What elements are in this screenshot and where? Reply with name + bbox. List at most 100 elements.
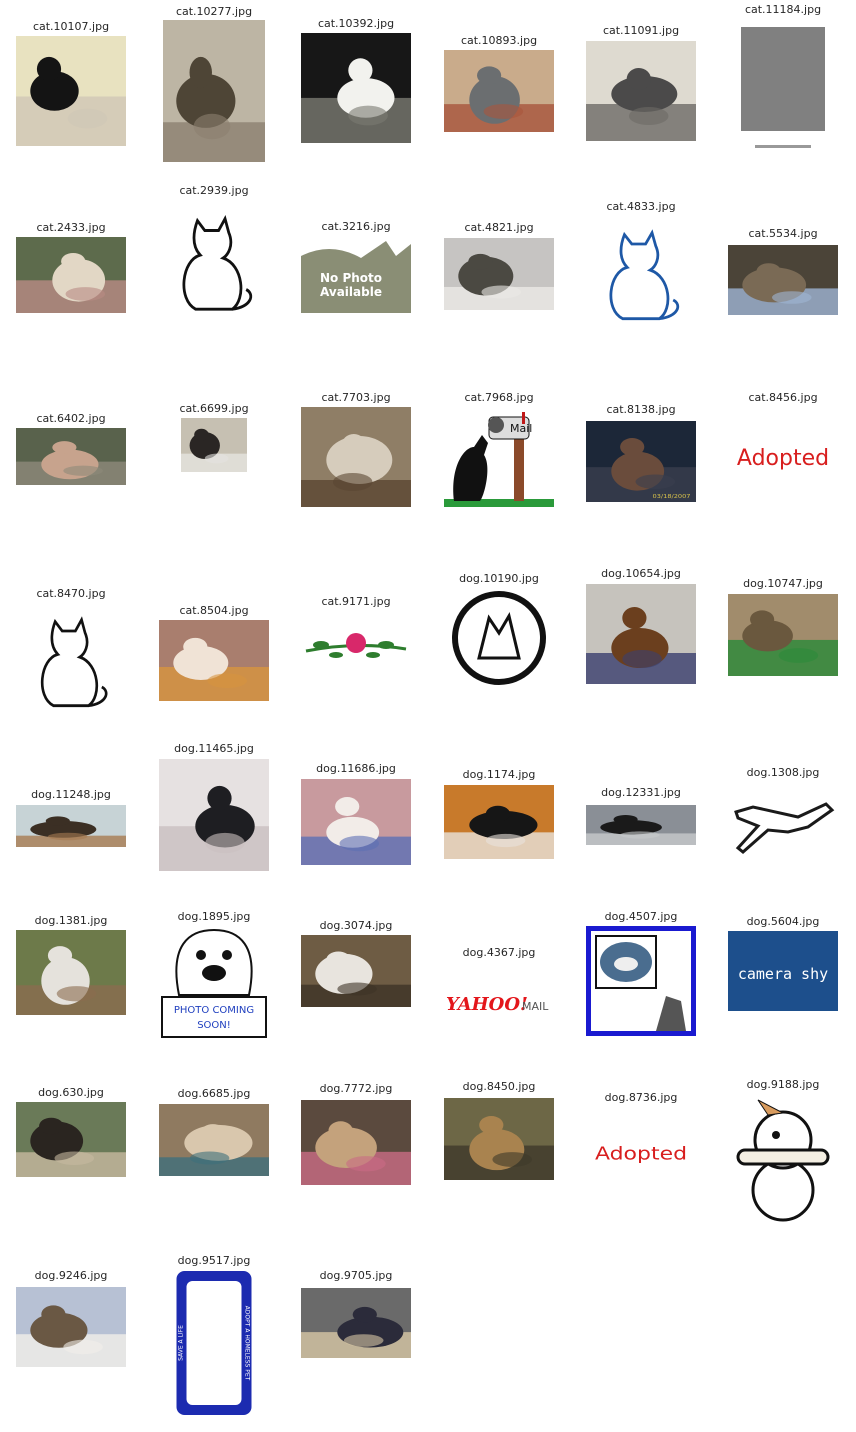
dog-image: SAVE A LIFE ADOPT A HOMELESS PET bbox=[176, 1271, 252, 1415]
image-caption: cat.10107.jpg bbox=[32, 20, 110, 33]
cat-image bbox=[444, 238, 554, 310]
image-cell: cat.6402.jpg bbox=[0, 363, 142, 541]
image-caption: dog.11248.jpg bbox=[31, 788, 111, 801]
cat-image bbox=[16, 36, 126, 146]
image-caption: dog.10654.jpg bbox=[601, 567, 681, 580]
dog-image bbox=[301, 779, 411, 865]
image-caption: dog.7772.jpg bbox=[319, 1082, 393, 1095]
image-caption: dog.12331.jpg bbox=[601, 786, 681, 799]
svg-text:SAVE A LIFE: SAVE A LIFE bbox=[178, 1325, 185, 1361]
image-caption: dog.10190.jpg bbox=[459, 572, 539, 585]
image-cell: cat.8138.jpg 03/18/2007 bbox=[570, 363, 712, 541]
photo-art bbox=[159, 620, 269, 701]
image-cell: dog.11248.jpg bbox=[0, 726, 142, 904]
dog-image bbox=[444, 588, 554, 688]
svg-text:Adopted: Adopted bbox=[737, 446, 829, 471]
dog-image: camera shy bbox=[728, 931, 838, 1011]
svg-text:YAHOO!: YAHOO! bbox=[446, 994, 528, 1015]
photo-art bbox=[728, 594, 838, 676]
cat-image bbox=[27, 603, 115, 715]
image-cell: dog.6685.jpg bbox=[143, 1077, 285, 1255]
photo-art bbox=[16, 1287, 126, 1367]
image-cell: dog.1895.jpg PHOTO COMING SOON! bbox=[143, 906, 285, 1084]
svg-text:No Photo: No Photo bbox=[320, 271, 382, 285]
image-cell: cat.8504.jpg bbox=[143, 543, 285, 721]
svg-text:camera shy: camera shy bbox=[738, 965, 828, 983]
image-caption: dog.10747.jpg bbox=[743, 577, 823, 590]
image-cell: dog.11686.jpg bbox=[285, 726, 427, 904]
photo-art bbox=[163, 20, 265, 162]
image-cell: dog.630.jpg bbox=[0, 1077, 142, 1255]
image-caption: cat.10893.jpg bbox=[460, 34, 538, 47]
image-cell: dog.3074.jpg bbox=[285, 906, 427, 1084]
image-cell: cat.5534.jpg bbox=[712, 181, 854, 359]
image-caption: cat.6699.jpg bbox=[179, 402, 249, 415]
image-cell: cat.8470.jpg bbox=[0, 543, 142, 721]
photo-art bbox=[181, 418, 247, 472]
image-cell: cat.9171.jpg bbox=[285, 543, 427, 721]
photo-art bbox=[159, 1104, 269, 1176]
photo-art bbox=[16, 1102, 126, 1177]
image-caption: cat.8470.jpg bbox=[36, 587, 106, 600]
cat-image bbox=[301, 33, 411, 143]
image-cell: dog.7772.jpg bbox=[285, 1077, 427, 1255]
image-cell: dog.8736.jpg Adopted bbox=[570, 1077, 712, 1255]
image-cell: dog.1174.jpg bbox=[428, 726, 570, 904]
dog-image: PHOTO COMING SOON! bbox=[159, 925, 269, 1045]
image-caption: cat.4833.jpg bbox=[606, 200, 676, 213]
dog-image bbox=[586, 584, 696, 684]
image-caption: dog.1381.jpg bbox=[34, 914, 108, 927]
image-cell: cat.6699.jpg bbox=[143, 363, 285, 541]
dog-image bbox=[16, 805, 126, 847]
image-caption: dog.9517.jpg bbox=[177, 1254, 251, 1267]
image-cell: dog.5604.jpg camera shy bbox=[712, 906, 854, 1084]
image-cell: dog.10654.jpg bbox=[570, 543, 712, 721]
dog-image bbox=[301, 1288, 411, 1358]
photo-art bbox=[16, 237, 126, 313]
image-caption: dog.3074.jpg bbox=[319, 919, 393, 932]
overlay-text: Mail bbox=[510, 422, 532, 435]
cat-image bbox=[728, 245, 838, 315]
image-caption: cat.7703.jpg bbox=[321, 391, 391, 404]
photo-art bbox=[444, 1098, 554, 1180]
image-cell: dog.9246.jpg bbox=[0, 1252, 142, 1430]
image-caption: dog.9188.jpg bbox=[746, 1078, 820, 1091]
image-caption: cat.11184.jpg bbox=[744, 3, 822, 16]
image-caption: dog.4507.jpg bbox=[604, 910, 678, 923]
image-caption: dog.1174.jpg bbox=[462, 768, 536, 781]
cat-image bbox=[163, 20, 265, 162]
image-cell: cat.10107.jpg bbox=[0, 0, 142, 178]
cat-image bbox=[595, 216, 687, 328]
image-cell: cat.4833.jpg bbox=[570, 181, 712, 359]
image-cell: cat.8456.jpg Adopted bbox=[712, 363, 854, 541]
image-cell: cat.2433.jpg bbox=[0, 181, 142, 359]
photo-art bbox=[444, 238, 554, 310]
dog-image: YAHOO! MAIL bbox=[444, 962, 554, 1046]
image-caption: cat.8138.jpg bbox=[606, 403, 676, 416]
cat-image bbox=[159, 620, 269, 701]
cat-image: 03/18/2007 bbox=[586, 421, 696, 502]
image-caption: dog.11465.jpg bbox=[174, 742, 254, 755]
image-cell: cat.7703.jpg bbox=[285, 363, 427, 541]
photo-art: 03/18/2007 bbox=[586, 421, 696, 502]
image-caption: dog.1895.jpg bbox=[177, 910, 251, 923]
image-caption: cat.2939.jpg bbox=[179, 184, 249, 197]
image-cell: dog.9517.jpg SAVE A LIFE ADOPT A HOMELES… bbox=[143, 1252, 285, 1430]
dog-image bbox=[159, 1104, 269, 1176]
photo-art bbox=[16, 36, 126, 146]
image-caption: cat.10392.jpg bbox=[317, 17, 395, 30]
image-caption: cat.3216.jpg bbox=[321, 220, 391, 233]
photo-art bbox=[16, 428, 126, 485]
image-caption: dog.9246.jpg bbox=[34, 1269, 108, 1282]
svg-text:SOON!: SOON! bbox=[197, 1020, 231, 1031]
image-caption: dog.5604.jpg bbox=[746, 915, 820, 928]
image-caption: cat.11091.jpg bbox=[602, 24, 680, 37]
cat-image bbox=[741, 20, 825, 160]
image-cell: dog.10747.jpg bbox=[712, 543, 854, 721]
image-cell: dog.10190.jpg bbox=[428, 543, 570, 721]
image-caption: dog.1308.jpg bbox=[746, 766, 820, 779]
image-cell: cat.10893.jpg bbox=[428, 0, 570, 178]
dog-image bbox=[586, 805, 696, 845]
image-caption: dog.8736.jpg bbox=[604, 1091, 678, 1104]
